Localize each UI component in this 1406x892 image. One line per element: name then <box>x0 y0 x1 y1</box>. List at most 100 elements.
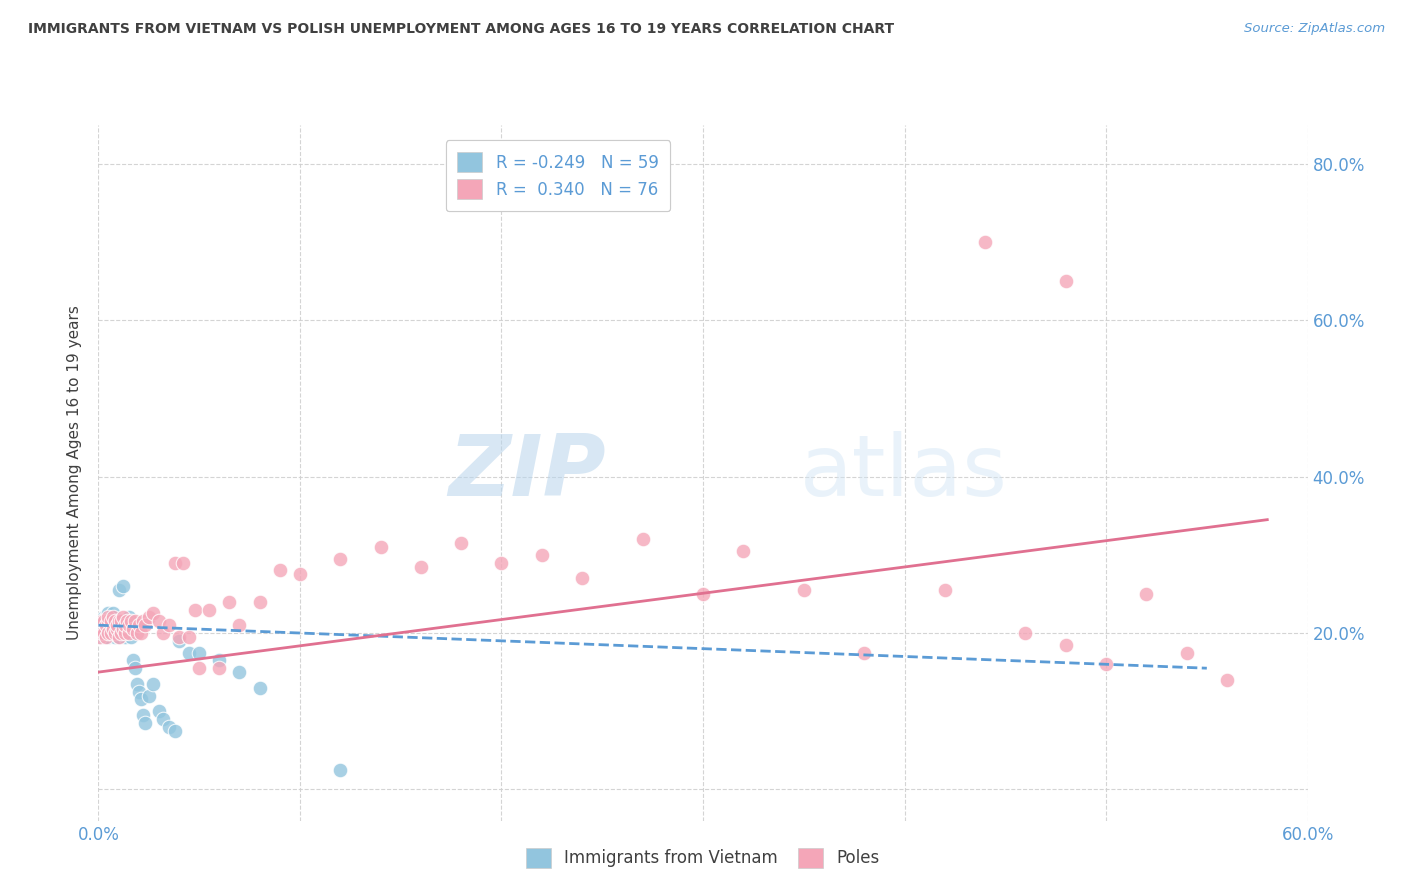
Point <box>125 677 148 691</box>
Point <box>96 618 118 632</box>
Point <box>491 556 513 570</box>
Point <box>103 622 125 636</box>
Point <box>167 630 190 644</box>
Point <box>138 610 160 624</box>
Point <box>148 704 170 718</box>
Point <box>631 532 654 546</box>
Point <box>100 615 122 629</box>
Point <box>198 602 221 616</box>
Point <box>228 618 250 632</box>
Point <box>121 653 143 667</box>
Point <box>91 615 114 629</box>
Point <box>152 712 174 726</box>
Point <box>107 582 129 597</box>
Point <box>105 622 128 636</box>
Point <box>157 720 180 734</box>
Point <box>692 587 714 601</box>
Point <box>163 556 186 570</box>
Point <box>115 626 138 640</box>
Point <box>120 615 142 629</box>
Point <box>450 536 472 550</box>
Legend: Immigrants from Vietnam, Poles: Immigrants from Vietnam, Poles <box>519 841 887 875</box>
Point <box>115 615 138 629</box>
Point <box>91 615 114 629</box>
Point <box>101 626 124 640</box>
Point <box>107 618 129 632</box>
Point <box>134 618 156 632</box>
Point <box>89 630 111 644</box>
Text: atlas: atlas <box>800 431 1008 515</box>
Point <box>97 618 120 632</box>
Point <box>111 579 134 593</box>
Point <box>184 602 207 616</box>
Point <box>142 677 165 691</box>
Point <box>409 559 432 574</box>
Point <box>124 615 146 629</box>
Point <box>228 665 250 679</box>
Point <box>249 595 271 609</box>
Point <box>93 615 115 629</box>
Point <box>1216 673 1239 687</box>
Point <box>107 630 129 644</box>
Point <box>93 610 115 624</box>
Point <box>115 615 138 629</box>
Point <box>111 622 134 636</box>
Point <box>128 684 150 698</box>
Point <box>96 626 118 640</box>
Point <box>105 618 128 632</box>
Point <box>103 615 125 629</box>
Point <box>114 618 136 632</box>
Point <box>329 551 352 566</box>
Point <box>110 626 132 640</box>
Point <box>110 626 132 640</box>
Point <box>125 626 148 640</box>
Point <box>1175 646 1198 660</box>
Point <box>128 618 150 632</box>
Point <box>1135 587 1157 601</box>
Point <box>118 618 141 632</box>
Point <box>132 615 155 629</box>
Point <box>124 661 146 675</box>
Point <box>218 595 240 609</box>
Point <box>120 622 142 636</box>
Point <box>114 618 136 632</box>
Point <box>100 626 122 640</box>
Point <box>114 630 136 644</box>
Point <box>97 615 120 629</box>
Point <box>188 661 211 675</box>
Legend: R = -0.249   N = 59, R =  0.340   N = 76: R = -0.249 N = 59, R = 0.340 N = 76 <box>446 140 671 211</box>
Point <box>1014 626 1036 640</box>
Point <box>97 610 120 624</box>
Point <box>93 622 115 636</box>
Point <box>249 681 271 695</box>
Point <box>142 607 165 621</box>
Point <box>733 544 755 558</box>
Point <box>91 626 114 640</box>
Point <box>91 626 114 640</box>
Point <box>103 615 125 629</box>
Point <box>370 540 392 554</box>
Point <box>114 626 136 640</box>
Point <box>157 618 180 632</box>
Point <box>974 235 997 249</box>
Point <box>118 622 141 636</box>
Point <box>288 567 311 582</box>
Point <box>111 622 134 636</box>
Point <box>100 615 122 629</box>
Point <box>101 607 124 621</box>
Point <box>97 630 120 644</box>
Point <box>100 626 122 640</box>
Text: Source: ZipAtlas.com: Source: ZipAtlas.com <box>1244 22 1385 36</box>
Y-axis label: Unemployment Among Ages 16 to 19 years: Unemployment Among Ages 16 to 19 years <box>67 305 83 640</box>
Point <box>134 715 156 730</box>
Point <box>167 633 190 648</box>
Point <box>148 615 170 629</box>
Point <box>129 626 152 640</box>
Point <box>269 564 291 578</box>
Point <box>138 689 160 703</box>
Point <box>110 615 132 629</box>
Point <box>101 618 124 632</box>
Point <box>100 610 122 624</box>
Point <box>179 646 201 660</box>
Point <box>103 630 125 644</box>
